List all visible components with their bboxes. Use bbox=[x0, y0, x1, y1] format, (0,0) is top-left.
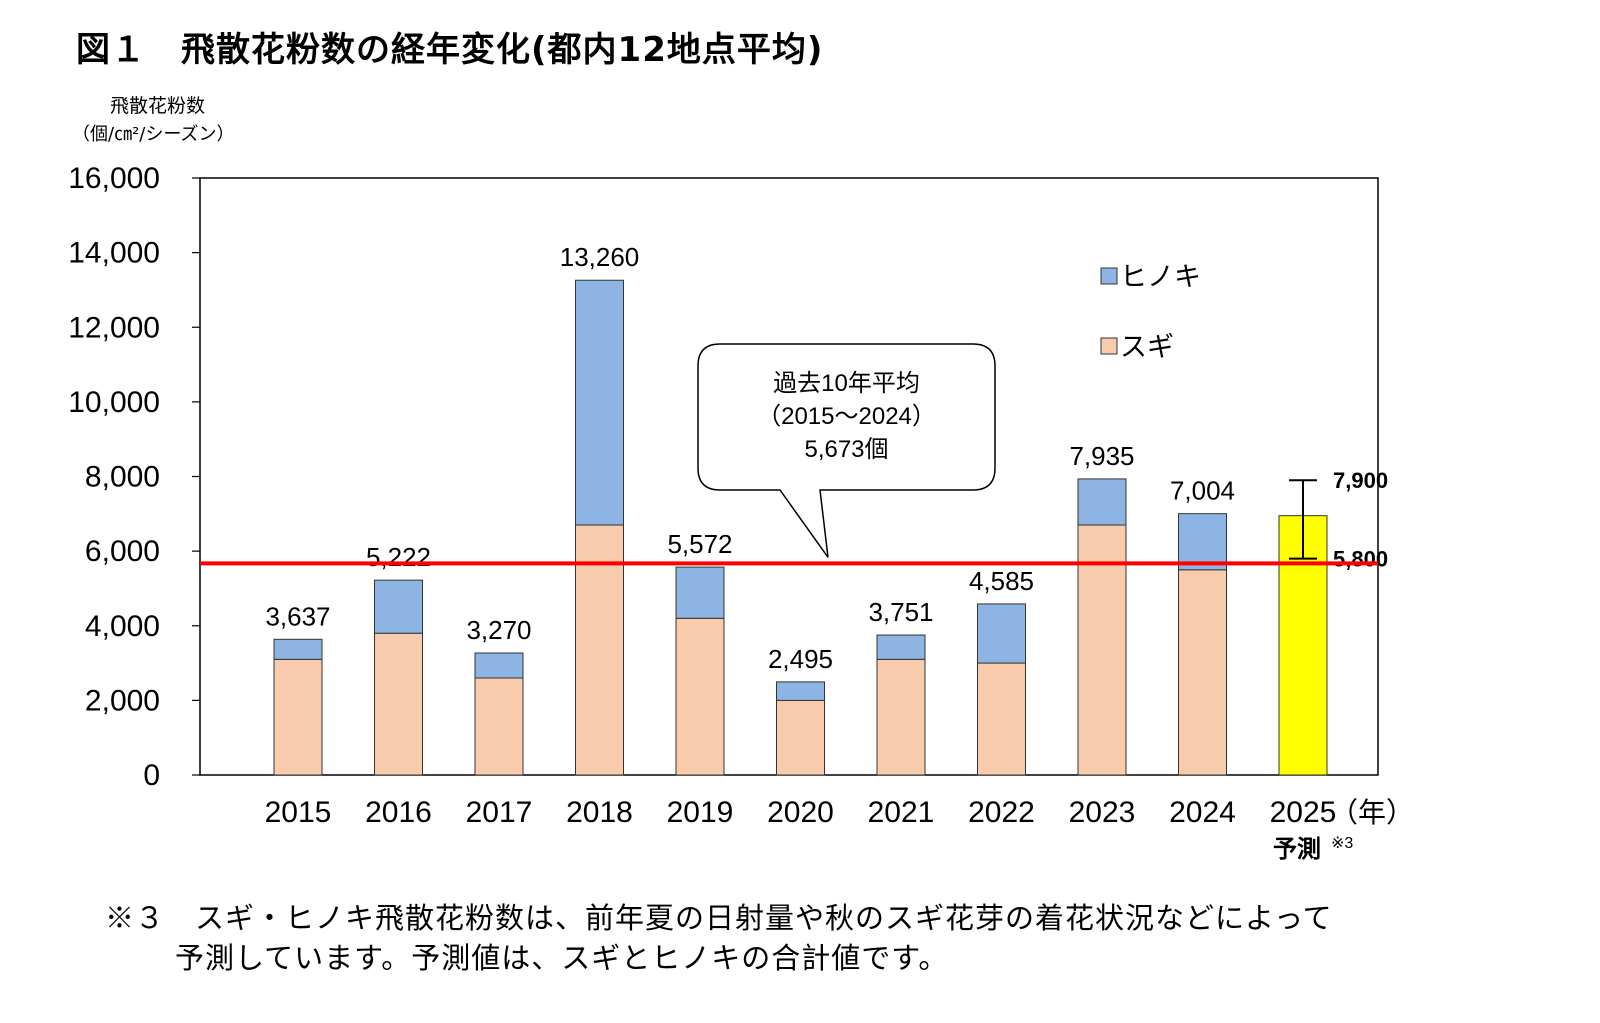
y-tick-label: 10,000 bbox=[68, 386, 160, 419]
bar-total-label: 3,751 bbox=[868, 597, 933, 627]
legend-label-sugi: スギ bbox=[1120, 332, 1174, 362]
x-axis-unit: （年） bbox=[1330, 797, 1414, 828]
y-axis-label: 飛散花粉数 bbox=[110, 95, 206, 117]
y-tick-label: 2,000 bbox=[85, 684, 160, 717]
bar-sugi-2023 bbox=[1077, 524, 1127, 776]
bar-hinoki-2024 bbox=[1178, 513, 1227, 571]
bar-sugi-2017 bbox=[474, 677, 524, 776]
footnote: ※３ スギ・ヒノキ飛散花粉数は、前年夏の日射量や秋のスギ花芽の着花状況などによっ… bbox=[105, 898, 1333, 978]
bar-hinoki-2023 bbox=[1077, 478, 1127, 526]
bar-hinoki-2016 bbox=[374, 579, 423, 634]
x-tick-label: 2016 bbox=[365, 796, 432, 829]
bar-sugi-2024 bbox=[1178, 569, 1227, 776]
y-tick-label: 16,000 bbox=[68, 162, 160, 195]
y-tick-label: 14,000 bbox=[68, 237, 160, 270]
bar-total-label: 5,572 bbox=[667, 529, 732, 559]
bar-sugi-2022 bbox=[977, 662, 1026, 776]
y-tick-label: 8,000 bbox=[85, 461, 160, 494]
bar-hinoki-2020 bbox=[776, 681, 825, 701]
forecast-note-mark: ※3 bbox=[1331, 835, 1353, 852]
bar-total-label: 4,585 bbox=[969, 566, 1034, 596]
bar-total-label: 2,495 bbox=[768, 644, 833, 674]
x-tick-label: 2015 bbox=[265, 796, 332, 829]
y-tick-label: 12,000 bbox=[68, 311, 160, 344]
x-tick-label: 2020 bbox=[767, 796, 834, 829]
bar-total-label: 3,637 bbox=[265, 601, 330, 631]
average-callout-bubble bbox=[697, 343, 996, 558]
bar-hinoki-2015 bbox=[273, 638, 323, 660]
footnote-line-2: 予測しています。予測値は、スギとヒノキの合計値です。 bbox=[175, 941, 949, 975]
x-tick-label: 2018 bbox=[566, 796, 633, 829]
bar-hinoki-2018 bbox=[575, 279, 624, 526]
y-tick-label: 6,000 bbox=[85, 535, 160, 568]
bar-hinoki-2022 bbox=[977, 603, 1026, 664]
bar-total-label: 7,004 bbox=[1170, 476, 1235, 506]
legend-swatch-hinoki bbox=[1100, 267, 1118, 285]
bar-sugi-2019 bbox=[675, 617, 725, 776]
bar-sugi-2020 bbox=[776, 699, 825, 776]
legend-label-hinoki: ヒノキ bbox=[1120, 262, 1201, 292]
y-tick-label: 0 bbox=[143, 759, 160, 792]
x-tick-label: 2019 bbox=[667, 796, 734, 829]
x-tick-label: 2022 bbox=[968, 796, 1035, 829]
average-callout-text: 5,673個 bbox=[804, 436, 888, 463]
bar-total-label: 13,260 bbox=[560, 242, 640, 272]
y-axis-unit: （個/㎝²/シーズン） bbox=[72, 124, 235, 145]
bar-hinoki-2017 bbox=[474, 652, 524, 679]
forecast-low-label: 5,800 bbox=[1333, 547, 1388, 572]
forecast-label: 予測 bbox=[1273, 835, 1321, 863]
bar-sugi-2021 bbox=[876, 658, 926, 776]
x-tick-label: 2024 bbox=[1169, 796, 1236, 829]
x-tick-label: 2017 bbox=[466, 796, 533, 829]
y-tick-label: 4,000 bbox=[85, 610, 160, 643]
bar-hinoki-2019 bbox=[675, 566, 725, 619]
chart-title: 図１ 飛散花粉数の経年変化(都内12地点平均) bbox=[76, 30, 824, 70]
legend-swatch-sugi bbox=[1100, 337, 1118, 355]
forecast-high-label: 7,900 bbox=[1333, 468, 1388, 493]
bar-sugi-2015 bbox=[273, 658, 323, 776]
bar-total-label: 5,222 bbox=[366, 542, 431, 572]
x-tick-label: 2025 bbox=[1270, 796, 1337, 829]
x-tick-label: 2023 bbox=[1069, 796, 1136, 829]
average-callout-text: 過去10年平均 bbox=[773, 370, 920, 397]
bar-hinoki-2021 bbox=[876, 634, 926, 660]
footnote-line-1: ※３ スギ・ヒノキ飛散花粉数は、前年夏の日射量や秋のスギ花芽の着花状況などによっ… bbox=[105, 901, 1333, 935]
bar-sugi-2016 bbox=[374, 632, 423, 776]
bar-sugi-2018 bbox=[575, 524, 624, 776]
average-callout-text: （2015～2024） bbox=[757, 403, 936, 430]
x-tick-label: 2021 bbox=[868, 796, 935, 829]
bar-total-label: 3,270 bbox=[466, 615, 531, 645]
bar-total-label: 7,935 bbox=[1069, 441, 1134, 471]
